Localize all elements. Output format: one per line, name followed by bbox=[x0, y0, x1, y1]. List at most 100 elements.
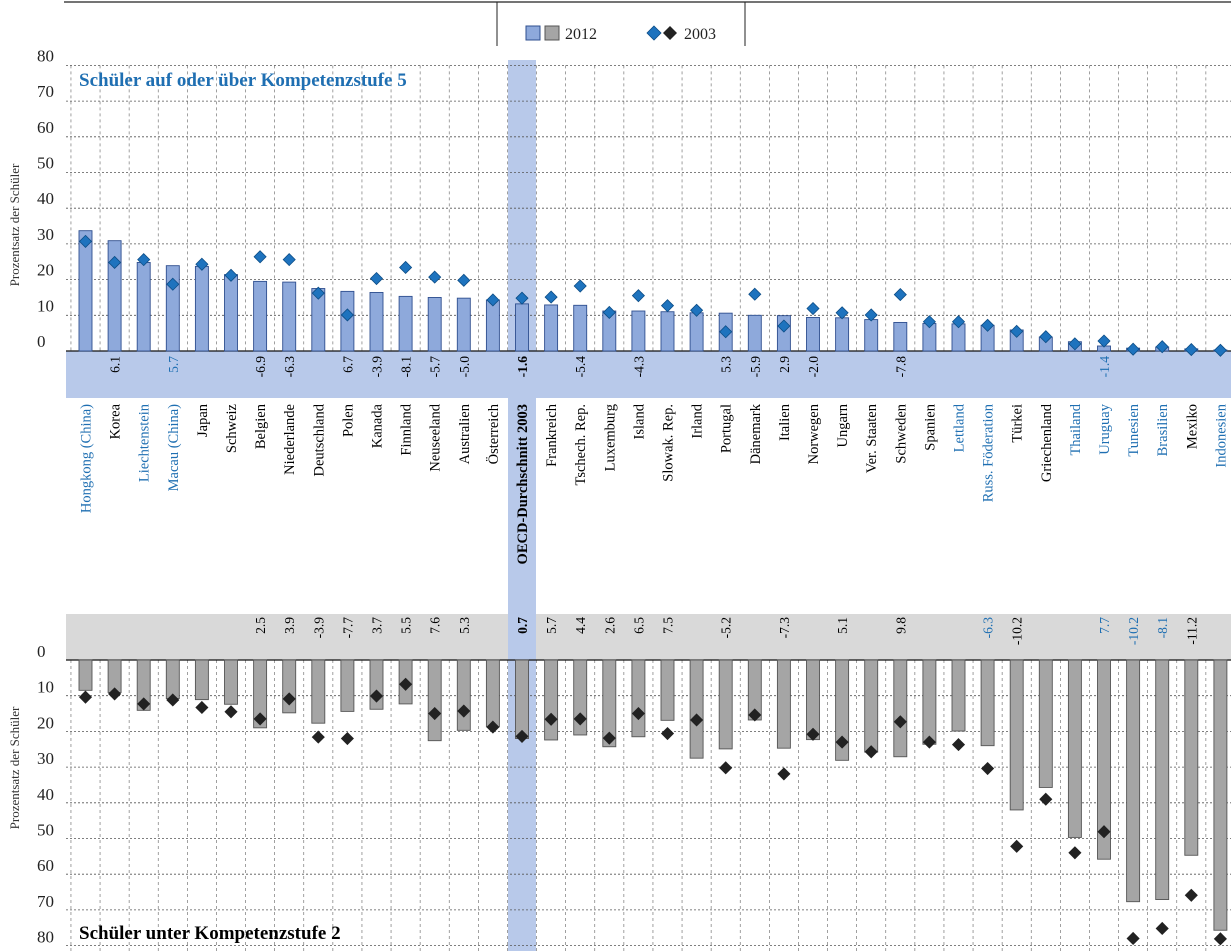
top-marker-2003 bbox=[602, 305, 616, 320]
bottom-bar-2012 bbox=[1067, 659, 1082, 838]
bottom-marker-2003 bbox=[1184, 888, 1198, 902]
top-marker-2003 bbox=[893, 288, 907, 302]
top-y-tick-label: 50 bbox=[37, 154, 54, 173]
legend-label-2012: 2012 bbox=[565, 26, 597, 43]
top-bar-2012 bbox=[660, 311, 675, 352]
bottom-bar-2012 bbox=[311, 659, 326, 724]
bottom-bar-2012 bbox=[835, 659, 850, 761]
bottom-marker-2003 bbox=[544, 712, 558, 726]
top-change-label: 6.7 bbox=[340, 356, 355, 373]
bottom-bar-2012 bbox=[776, 659, 791, 749]
top-marker-2003 bbox=[981, 318, 995, 332]
top-marker-2003 bbox=[922, 315, 936, 329]
top-marker-2003 bbox=[515, 291, 529, 305]
bottom-bar-2012 bbox=[1213, 659, 1228, 931]
country-label: Indonesien bbox=[1213, 403, 1229, 467]
bottom-marker-2003 bbox=[922, 735, 936, 749]
top-change-label: -6.3 bbox=[282, 356, 297, 378]
country-label: Griechenland bbox=[1039, 403, 1055, 482]
bottom-marker-2003 bbox=[573, 712, 587, 726]
top-marker-2003 bbox=[573, 279, 587, 293]
country-label: Ver. Staaten bbox=[864, 403, 880, 473]
top-bar-2012 bbox=[864, 319, 879, 352]
bottom-marker-2003 bbox=[1068, 846, 1082, 860]
top-marker-2003 bbox=[660, 299, 675, 313]
top-bar-2012 bbox=[369, 292, 384, 352]
top-bar-2012 bbox=[107, 240, 122, 352]
bottom-marker-2003 bbox=[1039, 792, 1053, 806]
top-marker-2003 bbox=[166, 277, 180, 291]
legend-label-2003: 2003 bbox=[684, 26, 716, 43]
top-bar-2012 bbox=[689, 312, 704, 352]
bottom-bar-2012 bbox=[165, 659, 180, 700]
bottom-y-tick-label: 60 bbox=[37, 856, 54, 875]
top-change-label: -1.4 bbox=[1097, 356, 1112, 378]
top-bar-2012 bbox=[747, 314, 762, 352]
top-bar-2012 bbox=[224, 274, 238, 352]
bottom-change-label: 5.3 bbox=[457, 617, 472, 634]
markers bbox=[78, 234, 1227, 946]
top-panel-title: Schüler auf oder über Kompetenzstufe 5 bbox=[79, 70, 407, 91]
country-label: Belgien bbox=[253, 403, 269, 449]
bottom-bar-2012 bbox=[1097, 659, 1111, 860]
top-y-tick-label: 20 bbox=[37, 261, 54, 280]
top-difference-band bbox=[66, 351, 1231, 398]
bottom-difference-band bbox=[66, 614, 1231, 660]
bottom-marker-2003 bbox=[340, 731, 354, 746]
bottom-bar-2012 bbox=[806, 659, 820, 741]
top-y-tick-label: 0 bbox=[37, 332, 46, 351]
bottom-marker-2003 bbox=[78, 690, 93, 704]
top-bar-2012 bbox=[78, 230, 93, 352]
top-marker-2003 bbox=[399, 260, 413, 275]
bottom-marker-2003 bbox=[719, 761, 733, 775]
bottom-change-label: 3.9 bbox=[282, 617, 297, 634]
bottom-bar-2012 bbox=[544, 659, 559, 741]
bottom-change-label: 2.5 bbox=[253, 617, 268, 634]
top-marker-2003 bbox=[748, 287, 762, 301]
country-label: Deutschland bbox=[311, 403, 327, 476]
country-label: Schweden bbox=[893, 403, 909, 463]
country-label: Italien bbox=[777, 403, 793, 441]
top-marker-2003 bbox=[806, 301, 820, 316]
bottom-change-label: 2.6 bbox=[602, 617, 617, 634]
top-change-label: 2.9 bbox=[777, 356, 792, 373]
country-label: Finnland bbox=[399, 403, 415, 455]
country-label: Thailand bbox=[1068, 403, 1084, 455]
bottom-marker-2003 bbox=[282, 692, 296, 706]
top-bar-2012 bbox=[573, 304, 588, 352]
top-marker-2003 bbox=[1068, 337, 1082, 351]
country-label: Türkei bbox=[1010, 404, 1026, 443]
top-change-label: -5.0 bbox=[457, 356, 472, 378]
bottom-y-tick-label: 20 bbox=[37, 713, 54, 732]
top-marker-2003 bbox=[457, 273, 471, 287]
country-label: Neuseeland bbox=[428, 403, 444, 471]
bottom-y-tick-label: 0 bbox=[37, 642, 46, 661]
top-marker-2003 bbox=[369, 271, 384, 286]
bottom-bar-2012 bbox=[1038, 659, 1053, 788]
bottom-y-tick-label: 80 bbox=[37, 928, 54, 947]
country-label: Irland bbox=[690, 403, 706, 438]
top-marker-2003 bbox=[195, 257, 209, 271]
bottom-marker-2003 bbox=[108, 687, 122, 701]
top-marker-2003 bbox=[631, 289, 645, 303]
bottom-marker-2003 bbox=[224, 705, 238, 719]
top-change-label: -4.3 bbox=[631, 356, 646, 378]
bottom-marker-2003 bbox=[1126, 931, 1140, 946]
bottom-marker-2003 bbox=[1010, 839, 1024, 853]
top-marker-2003 bbox=[544, 290, 558, 304]
top-marker-2003 bbox=[340, 308, 354, 322]
bottom-change-label: 7.5 bbox=[661, 617, 676, 634]
legend-diamond-2003-blue bbox=[646, 25, 662, 41]
bottom-bar-2012 bbox=[718, 659, 733, 750]
legend-diamond-2003-black bbox=[663, 26, 677, 40]
country-label: Australien bbox=[457, 403, 473, 464]
country-label: Dänemark bbox=[748, 403, 764, 464]
top-change-label: 6.1 bbox=[108, 356, 123, 373]
top-change-label: -6.9 bbox=[253, 356, 268, 378]
bottom-bar-2012 bbox=[1126, 659, 1141, 903]
country-label: Kanada bbox=[370, 403, 386, 448]
top-y-tick-label: 60 bbox=[37, 118, 54, 137]
top-marker-2003 bbox=[1126, 342, 1140, 356]
bottom-bar-2012 bbox=[689, 659, 704, 759]
bottom-marker-2003 bbox=[951, 738, 966, 752]
